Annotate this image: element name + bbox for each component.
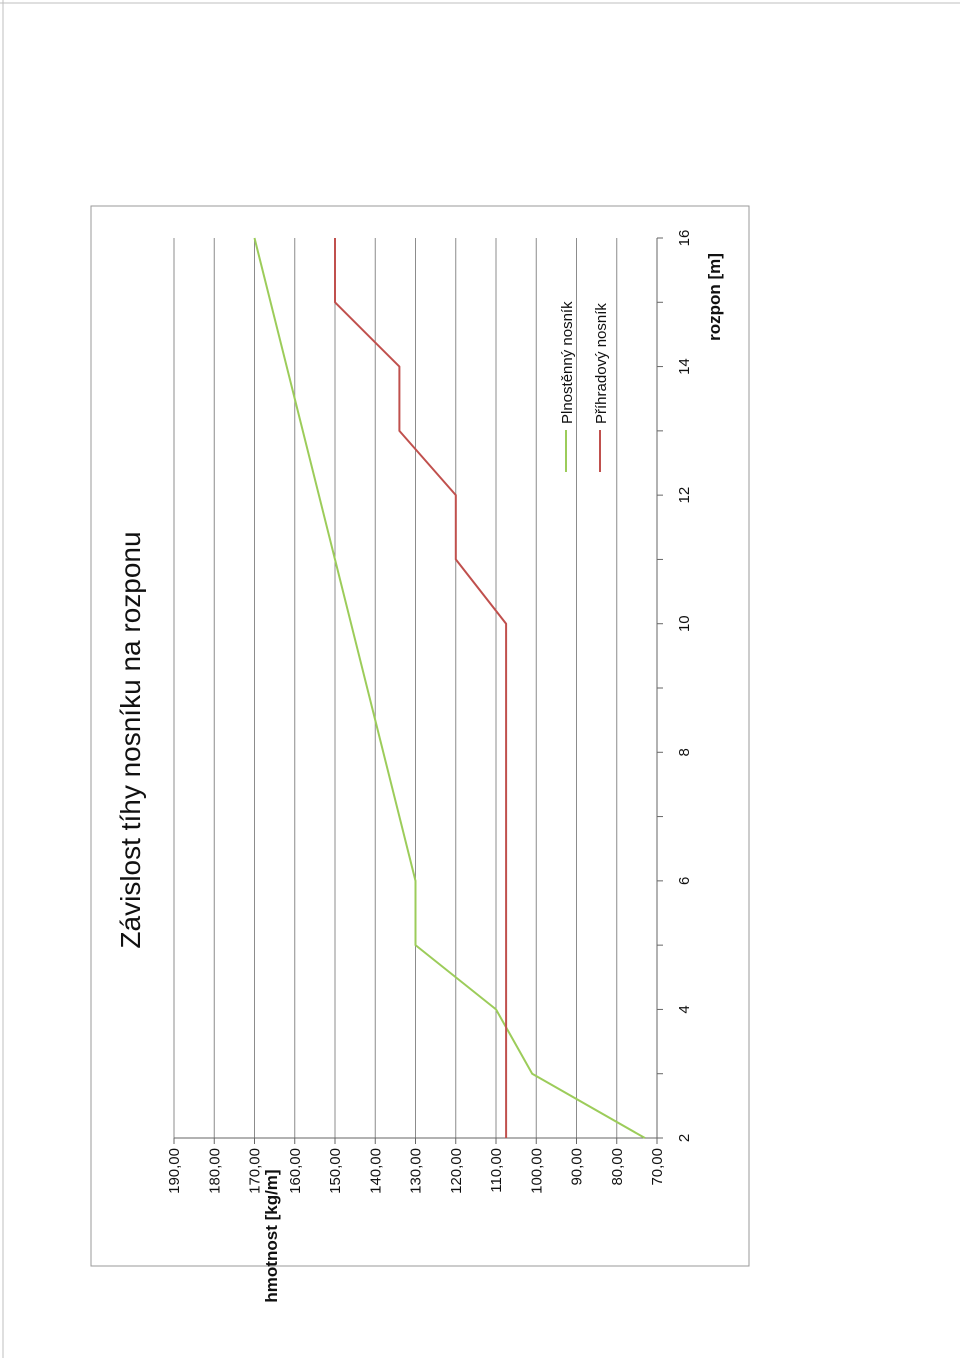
y-tick-label-9: 160,00 bbox=[287, 1148, 304, 1194]
series-line-1 bbox=[334, 238, 508, 1138]
axes: 70,00 80,00 90,00 100,00 110,00 120,00 130,00 1… bbox=[166, 230, 693, 1194]
y-tick-label-11: 180,00 bbox=[206, 1148, 223, 1194]
y-tick-label-1: 80,00 bbox=[609, 1148, 626, 1186]
chart-frame bbox=[90, 205, 750, 1267]
x-tick-label-6: 14 bbox=[676, 358, 693, 375]
y-tick-label-2: 90,00 bbox=[569, 1148, 586, 1186]
y-axis-label: hmotnost [kg/m] bbox=[262, 1169, 281, 1302]
series-line-0 bbox=[253, 237, 646, 1139]
series bbox=[253, 237, 646, 1139]
chart-title: Závislost tíhy nosníku na rozponu bbox=[115, 531, 146, 948]
y-tick-label-7: 140,00 bbox=[367, 1148, 384, 1194]
x-tick-label-5: 12 bbox=[676, 487, 693, 504]
x-tick-label-7: 16 bbox=[676, 230, 693, 247]
x-axis-label: rozpon [m] bbox=[705, 253, 724, 341]
y-tick-label-4: 110,00 bbox=[488, 1148, 505, 1193]
y-tick-label-0: 70,00 bbox=[649, 1148, 666, 1186]
y-tick-label-10: 170,00 bbox=[247, 1148, 264, 1194]
x-tick-label-1: 4 bbox=[676, 1005, 693, 1013]
y-tick-label-5: 120,00 bbox=[448, 1148, 465, 1194]
y-tick-label-8: 150,00 bbox=[327, 1148, 344, 1194]
legend-label-prihradovy: Příhradový nosník bbox=[593, 303, 610, 424]
legend-label-plnostenny: Plnostěnný nosník bbox=[559, 301, 576, 424]
legend: Plnostěnný nosník Příhradový nosník bbox=[559, 301, 610, 472]
y-tick-label-12: 190,00 bbox=[166, 1148, 183, 1194]
x-tick-label-2: 6 bbox=[676, 877, 693, 885]
x-tick-label-3: 8 bbox=[676, 748, 693, 756]
grid bbox=[173, 238, 618, 1138]
x-tick-label-0: 2 bbox=[676, 1134, 693, 1142]
x-tick-label-4: 10 bbox=[676, 615, 693, 632]
y-tick-label-6: 130,00 bbox=[408, 1148, 425, 1194]
y-tick-label-3: 100,00 bbox=[528, 1148, 545, 1194]
